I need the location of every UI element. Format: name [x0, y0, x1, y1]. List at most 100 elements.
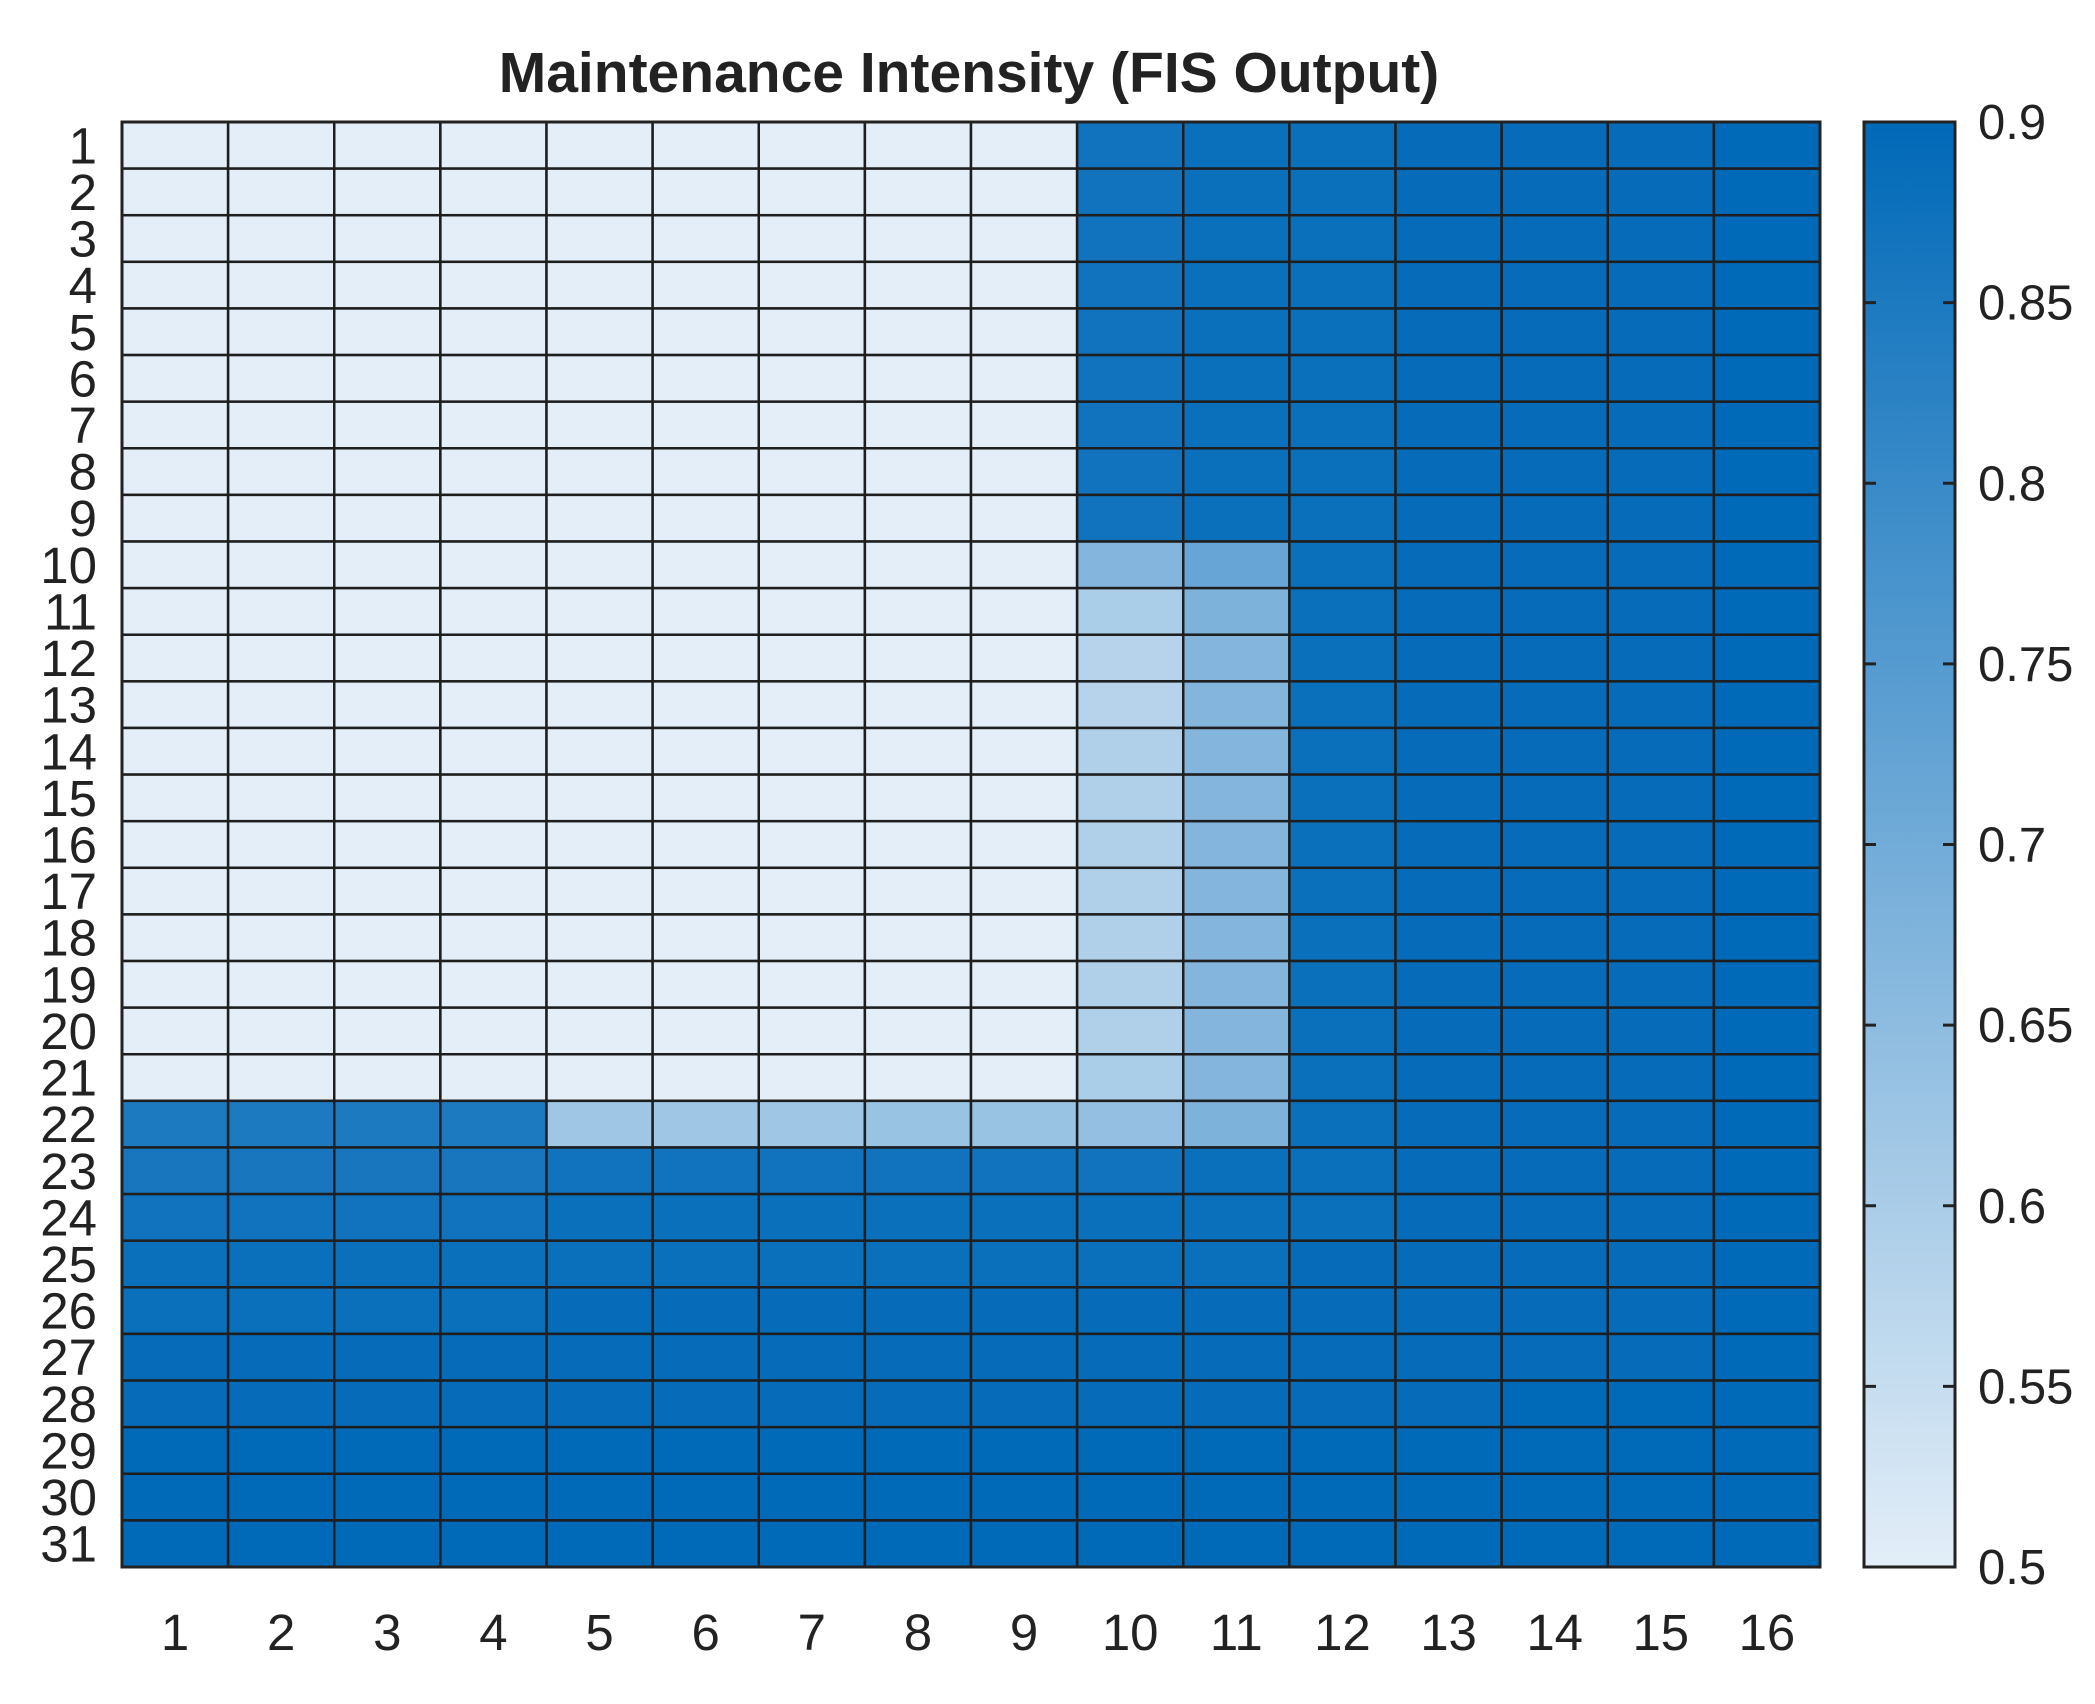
heatmap-cell [651, 1379, 761, 1429]
heatmap-cell [1500, 586, 1610, 636]
y-tick-label: 19 [40, 956, 97, 1013]
heatmap-cell [1182, 773, 1291, 823]
heatmap-cell [863, 1192, 973, 1242]
heatmap-cell [1394, 819, 1503, 870]
heatmap-cell [863, 353, 973, 403]
heatmap-cell [1606, 773, 1716, 823]
heatmap-cell [1182, 167, 1291, 217]
y-tick-label: 28 [40, 1376, 97, 1433]
heatmap-cell [226, 819, 336, 870]
heatmap-cell [120, 959, 230, 1009]
heatmap-cell [1182, 959, 1291, 1009]
heatmap-cell [1606, 680, 1716, 730]
heatmap-cell [1394, 307, 1503, 357]
x-tick-label: 8 [904, 1604, 932, 1661]
heatmap-cell [1182, 680, 1291, 730]
heatmap-cell [1712, 540, 1822, 590]
heatmap-cell [757, 1053, 867, 1103]
y-tick-label: 10 [40, 537, 97, 594]
heatmap-cell [1075, 913, 1185, 963]
heatmap-cell [757, 1286, 867, 1336]
heatmap-cell [1606, 1099, 1716, 1149]
heatmap-cell [651, 167, 761, 217]
heatmap-cell [1075, 1379, 1185, 1429]
heatmap-cell [651, 1332, 761, 1382]
heatmap-cell [545, 913, 654, 963]
heatmap-cell [863, 1286, 973, 1336]
x-tick-label: 6 [692, 1604, 720, 1661]
heatmap-cell [545, 1006, 654, 1056]
heatmap-cell [969, 726, 1079, 776]
heatmap-cell [1712, 1192, 1822, 1242]
x-tick-label: 7 [798, 1604, 826, 1661]
heatmap-cell [1500, 1286, 1610, 1336]
heatmap-cell [651, 1099, 761, 1149]
colorbar-tick-label: 0.75 [1978, 638, 2073, 692]
heatmap-cell [226, 540, 336, 590]
heatmap-cell [1075, 1286, 1185, 1336]
heatmap-cell [1288, 1192, 1397, 1242]
heatmap-cell [545, 1472, 654, 1522]
x-tick-label: 4 [479, 1604, 507, 1661]
heatmap-cell [969, 353, 1079, 403]
heatmap-cell [1606, 586, 1716, 636]
heatmap-cell [757, 353, 867, 403]
heatmap-cell [1712, 493, 1822, 543]
heatmap-cell [120, 400, 230, 450]
heatmap-cell [545, 1053, 654, 1103]
heatmap-cell [1182, 493, 1291, 543]
heatmap-cell [1182, 213, 1291, 264]
heatmap-cell [1394, 1053, 1503, 1103]
heatmap-cell [651, 1286, 761, 1336]
heatmap-cell [1182, 726, 1291, 776]
heatmap-cell [1606, 540, 1716, 590]
heatmap-cell [1182, 1146, 1291, 1196]
heatmap-cell [1712, 1379, 1822, 1429]
heatmap-cell [545, 1192, 654, 1242]
heatmap-cell [120, 1146, 230, 1196]
heatmap-cell [757, 1519, 867, 1569]
colorbar-tick-label: 0.6 [1978, 1180, 2046, 1234]
heatmap-cell [226, 1006, 336, 1056]
heatmap-cell [969, 260, 1079, 310]
x-tick-label: 2 [267, 1604, 295, 1661]
heatmap-cell [1075, 959, 1185, 1009]
heatmap-cell [1075, 586, 1185, 636]
heatmap-cell [1606, 1239, 1716, 1289]
heatmap-cell [545, 586, 654, 636]
heatmap-cell [120, 1472, 230, 1522]
heatmap-cell [969, 307, 1079, 357]
heatmap-cell [333, 493, 442, 543]
heatmap-cell [863, 167, 973, 217]
heatmap-cell [1394, 1286, 1503, 1336]
heatmap-cell [1712, 1146, 1822, 1196]
heatmap-cell [1075, 167, 1185, 217]
heatmap-cell [1606, 447, 1716, 497]
heatmap-cell [1606, 1286, 1716, 1336]
heatmap-cell [120, 866, 230, 916]
heatmap-cell [1606, 1192, 1716, 1242]
heatmap-cell [1394, 1425, 1503, 1476]
heatmap-cell [439, 866, 548, 916]
heatmap-cell [333, 260, 442, 310]
heatmap-cell [1500, 213, 1610, 264]
heatmap-cell [439, 1286, 548, 1336]
heatmap-cell [863, 773, 973, 823]
heatmap-cell [863, 819, 973, 870]
heatmap-cell [545, 959, 654, 1009]
heatmap-cell [863, 913, 973, 963]
heatmap-cell [757, 959, 867, 1009]
heatmap-cell [333, 213, 442, 264]
heatmap-cell [651, 540, 761, 590]
heatmap-cell [651, 120, 761, 170]
heatmap-cell [1712, 819, 1822, 870]
heatmap-cell [757, 493, 867, 543]
heatmap-cell [226, 1146, 336, 1196]
heatmap-cell [863, 1099, 973, 1149]
heatmap-cell [651, 1192, 761, 1242]
heatmap-cell [1606, 400, 1716, 450]
heatmap-cell [1075, 213, 1185, 264]
heatmap-cell [863, 866, 973, 916]
heatmap-cell [757, 1472, 867, 1522]
heatmap-cell [651, 1006, 761, 1056]
